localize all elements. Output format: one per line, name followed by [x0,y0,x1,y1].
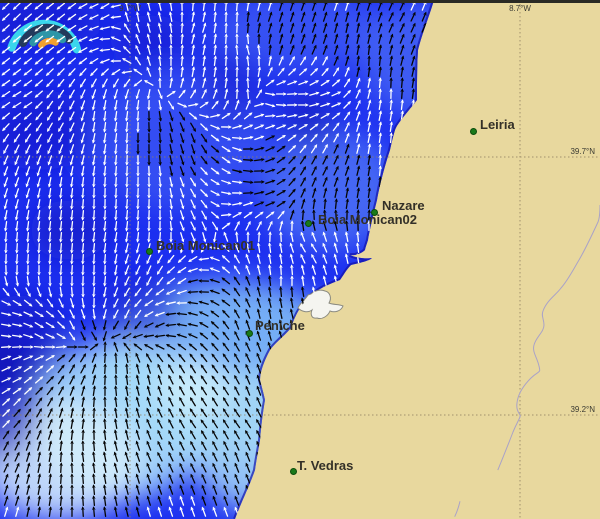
svg-text:39.7°N: 39.7°N [570,147,595,156]
svg-text:8.7°W: 8.7°W [509,4,531,13]
svg-text:39.2°N: 39.2°N [570,405,595,414]
